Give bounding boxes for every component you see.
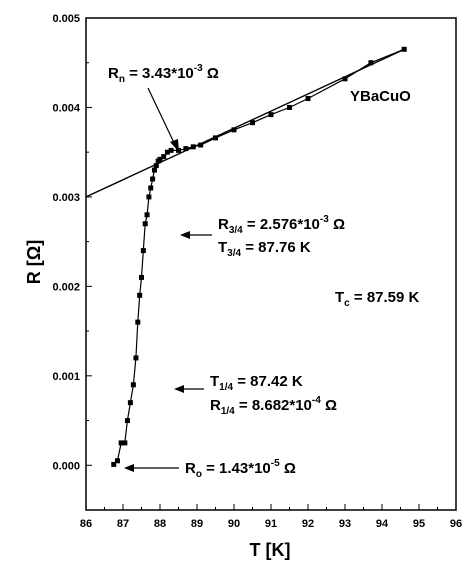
data-point — [231, 127, 237, 133]
data-point — [342, 76, 348, 82]
t34-annotation: T3/4 = 87.76 K — [218, 239, 311, 259]
r34-arrowhead — [180, 231, 190, 239]
x-axis-title: T [K] — [250, 540, 291, 560]
tc-annotation: Tc = 87.59 K — [335, 289, 420, 309]
data-point — [287, 104, 292, 110]
data-point — [118, 440, 124, 446]
ro-arrowhead — [124, 464, 134, 472]
data-point — [250, 120, 255, 126]
x-tick-label: 91 — [265, 518, 277, 530]
x-tick-label: 93 — [339, 518, 351, 530]
data-point — [305, 96, 311, 102]
data-point — [401, 46, 407, 52]
data-point — [135, 319, 141, 325]
data-point — [130, 382, 136, 388]
r34-annotation: R3/4 = 2.576*10-3 Ω — [218, 214, 345, 236]
data-point — [139, 274, 144, 280]
sample-label: YBaCuO — [350, 88, 411, 105]
ro-annotation: Ro = 1.43*10-5 Ω — [185, 458, 296, 480]
y-tick-label: 0.003 — [52, 192, 80, 204]
data-point — [144, 212, 150, 218]
data-point — [161, 154, 167, 160]
data-point — [124, 418, 130, 424]
x-tick-label: 95 — [413, 518, 425, 530]
y-tick-label: 0.001 — [52, 371, 80, 383]
y-axis-ticks: 0.000 0.001 0.002 0.003 0.004 0.005 — [52, 13, 92, 511]
y-tick-label: 0.005 — [52, 13, 80, 25]
data-point — [153, 163, 159, 169]
t14-arrowhead — [174, 385, 184, 393]
t14-annotation: T1/4 = 87.42 K — [210, 373, 303, 393]
x-axis-ticks: 86 87 88 89 90 91 92 93 94 95 96 — [80, 504, 462, 530]
x-tick-label: 89 — [191, 518, 203, 530]
data-point — [164, 149, 170, 155]
data-point — [114, 458, 120, 464]
rn-annotation: Rn = 3.43*10-3 Ω — [108, 63, 219, 85]
y-axis-title: R [Ω] — [24, 240, 44, 284]
normal-state-fit-line — [85, 48, 405, 198]
data-point — [168, 147, 174, 153]
x-tick-label: 92 — [302, 518, 314, 530]
data-point — [183, 146, 189, 152]
data-point — [268, 112, 274, 118]
data-point — [111, 461, 117, 467]
data-point — [142, 221, 148, 227]
y-tick-label: 0.002 — [52, 281, 80, 293]
data-point — [137, 292, 143, 298]
data-point — [157, 156, 163, 162]
data-point — [122, 440, 128, 446]
data-point — [198, 142, 204, 148]
rn-arrow-line — [147, 87, 177, 148]
data-point — [150, 176, 156, 182]
data-point — [133, 355, 139, 361]
x-tick-label: 88 — [154, 518, 166, 530]
x-tick-label: 87 — [117, 518, 129, 530]
y-tick-label: 0.004 — [52, 102, 80, 114]
data-point — [140, 248, 146, 254]
data-point — [213, 135, 218, 141]
x-tick-label: 94 — [376, 518, 389, 530]
data-point — [148, 185, 154, 191]
data-point — [190, 144, 196, 150]
x-tick-label: 86 — [80, 518, 92, 530]
data-point — [146, 194, 152, 200]
rn-arrowhead — [170, 139, 179, 152]
data-point — [151, 167, 157, 173]
y-tick-label: 0.000 — [52, 460, 80, 472]
data-point — [368, 60, 374, 66]
data-point — [127, 400, 133, 406]
data-markers — [111, 46, 407, 467]
x-tick-label: 96 — [450, 518, 462, 530]
r14-annotation: R1/4 = 8.682*10-4 Ω — [210, 395, 337, 417]
x-tick-label: 90 — [228, 518, 240, 530]
